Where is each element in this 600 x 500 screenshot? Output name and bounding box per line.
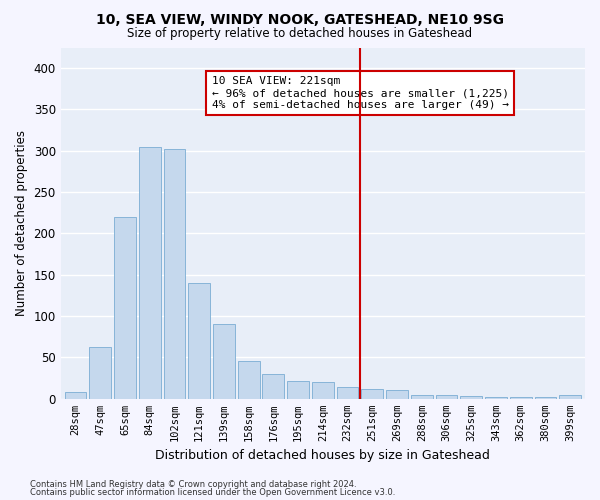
- Bar: [510, 397, 532, 399]
- Bar: [287, 382, 309, 399]
- Text: Size of property relative to detached houses in Gateshead: Size of property relative to detached ho…: [127, 28, 473, 40]
- Bar: [361, 389, 383, 399]
- Bar: [411, 394, 433, 399]
- Bar: [337, 387, 358, 399]
- Bar: [188, 283, 210, 399]
- Bar: [535, 397, 556, 399]
- Bar: [312, 382, 334, 399]
- Bar: [436, 394, 457, 399]
- Text: Contains public sector information licensed under the Open Government Licence v3: Contains public sector information licen…: [30, 488, 395, 497]
- Text: 10 SEA VIEW: 221sqm
← 96% of detached houses are smaller (1,225)
4% of semi-deta: 10 SEA VIEW: 221sqm ← 96% of detached ho…: [212, 76, 509, 110]
- Bar: [89, 346, 111, 399]
- X-axis label: Distribution of detached houses by size in Gateshead: Distribution of detached houses by size …: [155, 450, 490, 462]
- Bar: [164, 149, 185, 399]
- Bar: [460, 396, 482, 399]
- Y-axis label: Number of detached properties: Number of detached properties: [15, 130, 28, 316]
- Bar: [262, 374, 284, 399]
- Bar: [559, 394, 581, 399]
- Bar: [139, 146, 161, 399]
- Bar: [114, 217, 136, 399]
- Bar: [213, 324, 235, 399]
- Bar: [65, 392, 86, 399]
- Text: Contains HM Land Registry data © Crown copyright and database right 2024.: Contains HM Land Registry data © Crown c…: [30, 480, 356, 489]
- Bar: [485, 397, 507, 399]
- Bar: [386, 390, 408, 399]
- Bar: [238, 361, 260, 399]
- Text: 10, SEA VIEW, WINDY NOOK, GATESHEAD, NE10 9SG: 10, SEA VIEW, WINDY NOOK, GATESHEAD, NE1…: [96, 12, 504, 26]
